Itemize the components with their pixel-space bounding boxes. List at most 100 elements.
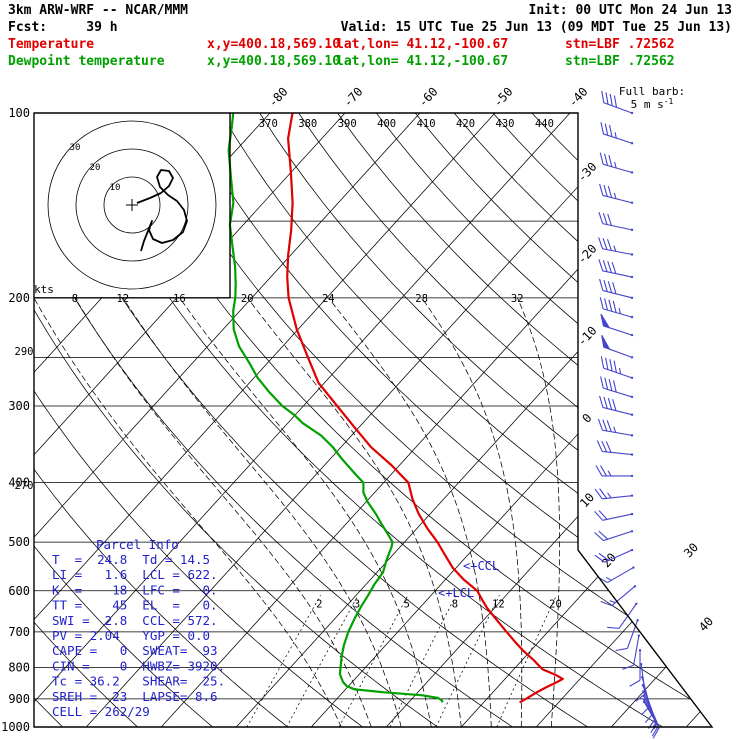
parcel-info-row: CELL = 262/29 [52, 704, 150, 719]
dry-adiabat-label: 370 [259, 118, 278, 130]
model-title: 3km ARW-WRF -- NCAR/MMM [8, 3, 189, 18]
wind-barb [599, 278, 634, 300]
dewpoint-latlon: lat,lon= 41.12,-100.67 [336, 54, 509, 69]
dry-adiabat-label: 430 [496, 118, 515, 130]
moist-adiabat-label: 24 [322, 293, 335, 305]
dry-adiabat-label: 440 [535, 118, 554, 130]
parcel-info-row: PV = 2.04 YGP = 0.0 [52, 628, 210, 643]
moist-adiabat-line [34, 297, 342, 727]
hodograph-inset: 10 20 30 kts [34, 113, 230, 298]
wind-barb [599, 183, 634, 204]
mixing-ratio-label: 5 [404, 598, 410, 610]
isotherm-line [85, 113, 646, 727]
hodograph-ring [75, 148, 189, 262]
mixing-ratio-line [435, 595, 500, 727]
mixing-ratio-label: 3 [354, 598, 360, 610]
init-time: Init: 00 UTC Mon 24 Jun 13 [528, 3, 733, 18]
dry-adiabat-label: 390 [338, 118, 357, 130]
moist-adiabat-line [122, 297, 402, 727]
valid-time: Valid: 15 UTC Tue 25 Jun 13 (09 MDT Tue … [340, 20, 732, 35]
mixing-ratio-line [338, 595, 409, 727]
parcel-info-row: SWI = 2.8 CCL = 572. [52, 613, 218, 628]
mixing-ratio-line [246, 595, 321, 727]
wind-barb [600, 585, 637, 607]
hodograph-origin-cross [126, 199, 138, 211]
dry-adiabat-label: 270 [15, 480, 34, 492]
pressure-label: 200 [8, 291, 30, 305]
dry-adiabat-line [259, 113, 712, 727]
pressure-label: 700 [8, 625, 30, 639]
dry-adiabat-line [34, 113, 138, 727]
dry-adiabat-line [337, 113, 712, 727]
wind-barb [597, 418, 634, 437]
moist-adiabat-label: 32 [511, 293, 524, 305]
moist-adiabat-line [517, 297, 560, 727]
moist-adiabat-line [179, 297, 432, 727]
parcel-info-row: CAPE = 0 SWEAT= 93 [52, 643, 218, 658]
isotherm-label-right: 40 [696, 614, 716, 634]
parcel-info-row: SREH = 23 LAPSE= 8.6 [52, 689, 218, 704]
parcel-info-row: LI = 1.6 LCL = 622. [52, 567, 218, 582]
forecast-hour: Fcst: 39 h [8, 20, 118, 35]
pressure-label: 600 [8, 584, 30, 598]
wind-barb [601, 334, 634, 359]
parcel-info-row: K = 18 LFC = 0. [52, 582, 218, 597]
plot-border [33, 112, 714, 728]
hodograph-units-label: kts [34, 283, 54, 296]
mixing-ratio-line [286, 595, 359, 727]
dewpoint-legend: Dewpoint temperature [8, 54, 165, 69]
dry-adiabat-label: 410 [417, 118, 436, 130]
dewpoint-station: stn=LBF .72562 [565, 54, 675, 69]
dry-adiabat-line [103, 113, 712, 727]
isotherm-line [385, 113, 712, 727]
isotherm-line [34, 113, 571, 727]
dry-adiabat-line [142, 113, 712, 727]
pressure-label: 1000 [1, 720, 30, 734]
wind-barb [594, 488, 634, 500]
pressure-label: 800 [8, 660, 30, 674]
moist-adiabat-label: 12 [116, 293, 129, 305]
level-marker: <+CCL [463, 559, 499, 573]
moist-adiabat-label: 8 [72, 293, 78, 305]
isotherm-label-right: 30 [681, 540, 701, 560]
wind-barbs [594, 90, 660, 739]
wind-barb [596, 566, 635, 584]
wind-barb [594, 530, 634, 542]
hodograph-trace [136, 169, 188, 252]
moist-adiabat-line [247, 297, 462, 727]
wind-barb [615, 619, 639, 652]
dry-adiabat-line [492, 113, 712, 727]
moist-adiabat-line [421, 297, 523, 727]
pressure-label: 100 [8, 106, 30, 120]
dry-adiabat-line [298, 113, 712, 727]
wind-barb [594, 510, 634, 521]
isotherm-line [310, 113, 712, 727]
wind-barb [599, 297, 634, 319]
dewpoint-xy: x,y=400.18,569.10 [207, 54, 341, 69]
wind-barb [594, 548, 634, 563]
isotherm-label-right: 0 [579, 411, 594, 426]
wind-barb [601, 90, 634, 115]
wind-barb [629, 649, 642, 687]
wind-barb [598, 237, 634, 256]
dry-adiabat-label: 290 [15, 346, 34, 358]
wind-barb [599, 395, 634, 416]
dry-adiabat-line [376, 113, 712, 727]
wind-barb [600, 356, 634, 380]
hodograph-ring [47, 120, 217, 290]
dry-adiabat-line [64, 113, 663, 727]
mixing-ratio-label: 2 [316, 598, 322, 610]
isotherm-line [34, 113, 421, 727]
temperature-latlon: lat,lon= 41.12,-100.67 [336, 37, 509, 52]
barb-legend-units: 5 m s-1 [631, 97, 674, 111]
barb-legend: Full barb:5 m s-1 [619, 85, 685, 111]
level-marker: <+LCL [438, 586, 474, 600]
moist-adiabat-label: 16 [173, 293, 186, 305]
temperature-curve [286, 113, 564, 704]
header: 3km ARW-WRF -- NCAR/MMM Init: 00 UTC Mon… [0, 0, 740, 112]
mixing-ratio-label: 20 [549, 598, 562, 610]
plot-outline [33, 112, 714, 728]
wind-barb [607, 602, 638, 629]
